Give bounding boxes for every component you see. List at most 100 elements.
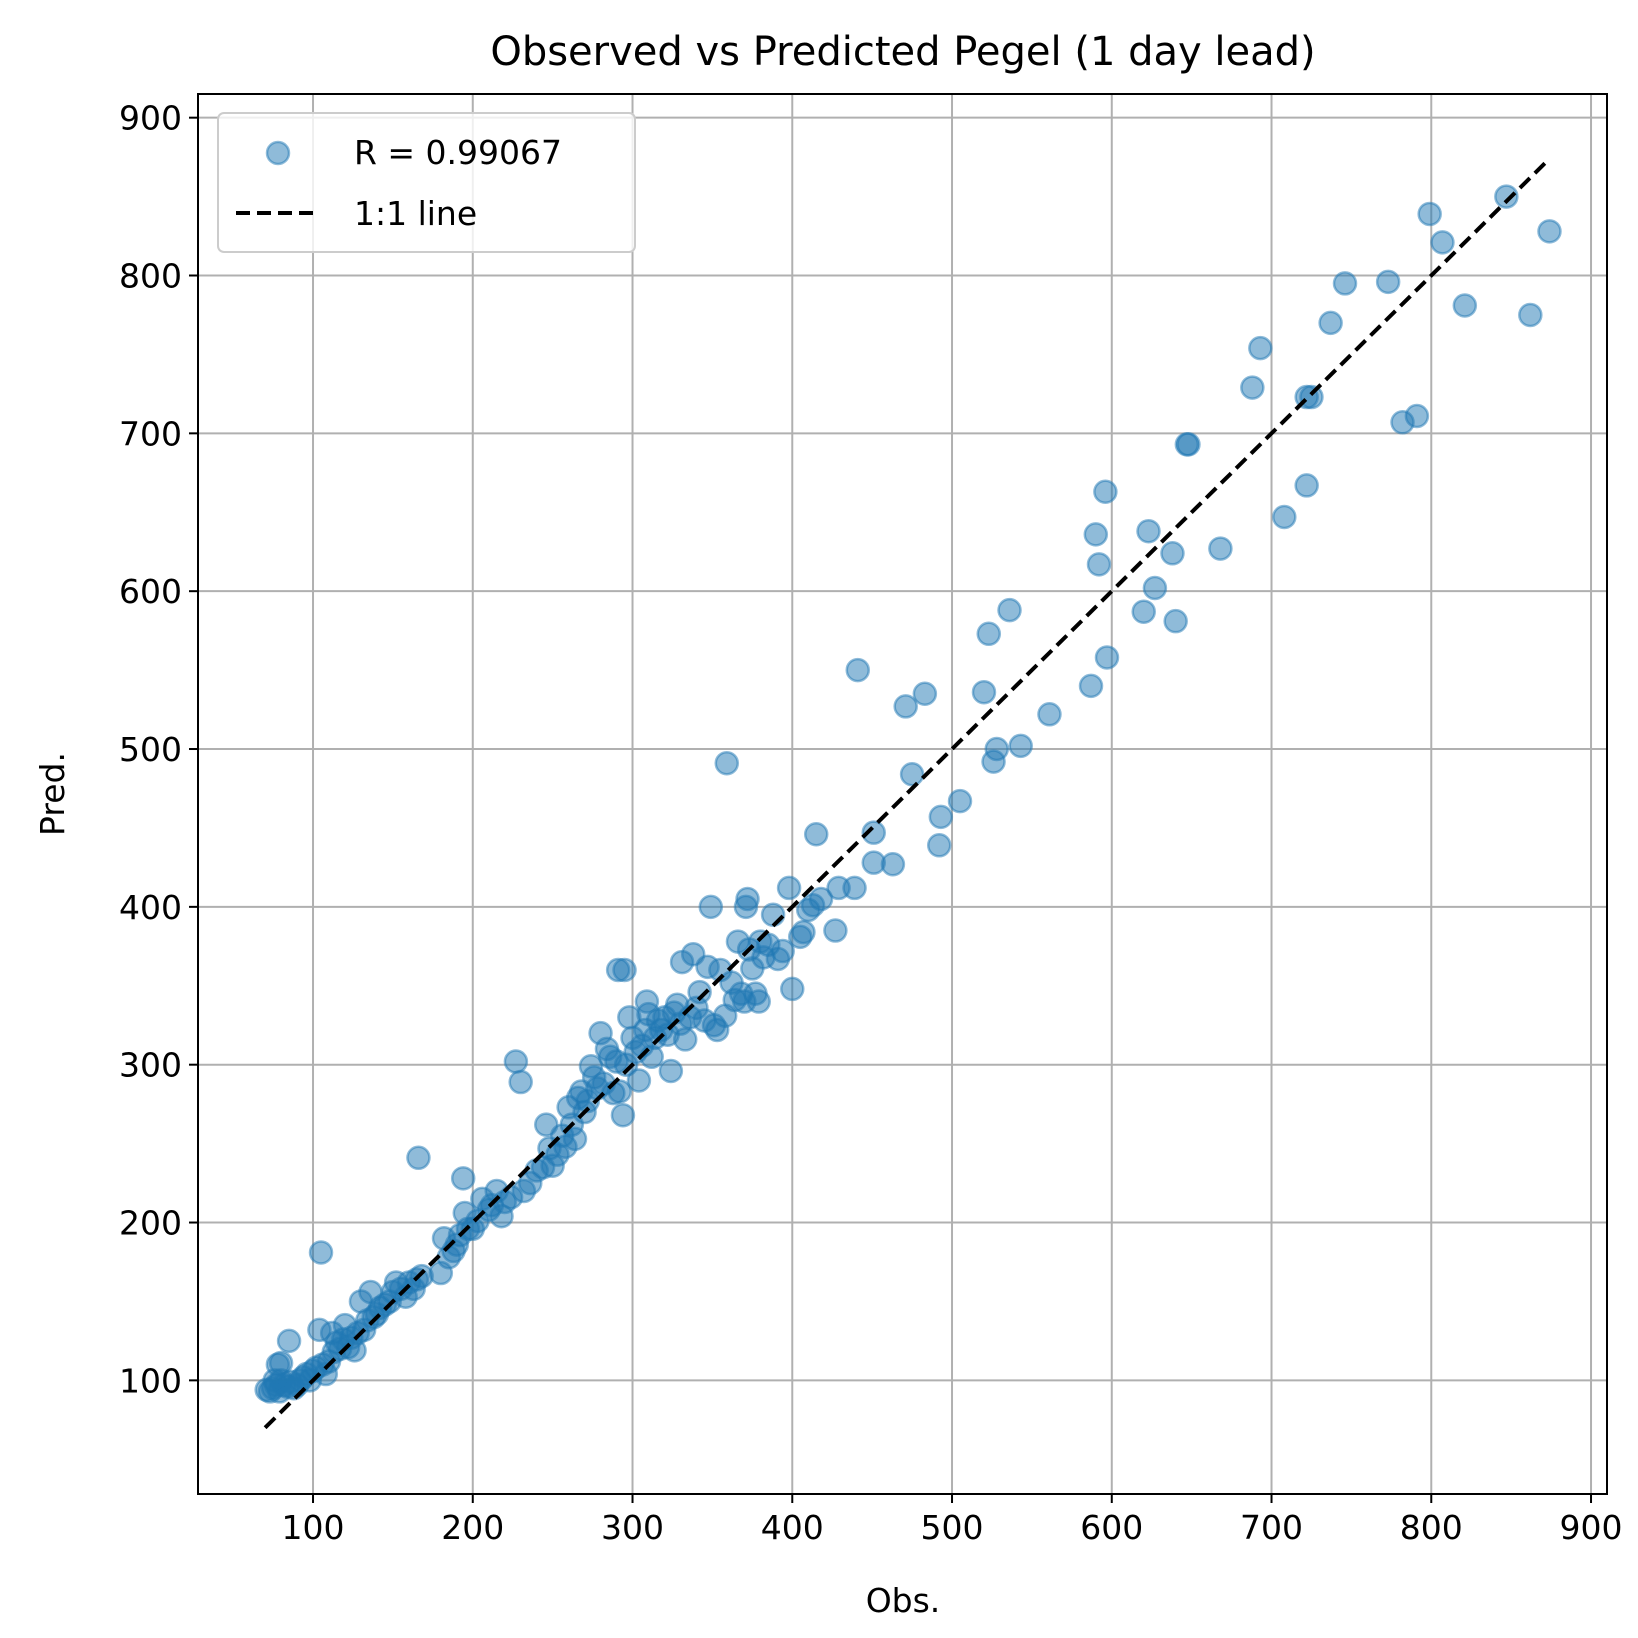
x-tick-label: 600 xyxy=(1080,1508,1143,1547)
legend-label-scatter: R = 0.99067 xyxy=(354,133,562,172)
data-point xyxy=(276,1328,302,1354)
data-point xyxy=(803,821,829,847)
x-tick-label: 900 xyxy=(1560,1508,1623,1547)
data-point xyxy=(1086,552,1112,577)
x-tick-label: 800 xyxy=(1400,1508,1463,1547)
data-point xyxy=(1375,269,1401,295)
data-point xyxy=(893,694,918,719)
data-point xyxy=(1518,302,1543,328)
data-point xyxy=(406,1145,431,1171)
x-tick-label: 400 xyxy=(761,1508,824,1547)
data-point xyxy=(1248,335,1273,361)
data-point xyxy=(450,1166,476,1191)
data-point xyxy=(1131,599,1156,624)
data-point xyxy=(503,1049,529,1074)
data-point xyxy=(658,1058,684,1084)
data-point xyxy=(912,681,938,707)
x-tick-label: 200 xyxy=(441,1508,504,1547)
legend: R = 0.99067 1:1 line xyxy=(217,112,636,253)
data-point xyxy=(308,1240,334,1265)
data-point xyxy=(1417,201,1442,227)
reference-line-group xyxy=(263,160,1548,1430)
data-point xyxy=(607,1079,632,1104)
data-point xyxy=(791,919,816,945)
data-point xyxy=(770,938,795,964)
chart-title: Observed vs Predicted Pegel (1 day lead) xyxy=(490,29,1315,75)
data-point xyxy=(562,1126,588,1152)
data-point xyxy=(845,657,871,683)
data-point xyxy=(861,820,886,845)
data-point xyxy=(1176,432,1201,457)
y-tick-label: 900 xyxy=(119,99,182,138)
one-to-one-line xyxy=(263,160,1548,1430)
data-point xyxy=(610,1102,636,1128)
y-tick-label: 100 xyxy=(119,1361,182,1400)
data-point xyxy=(1318,310,1343,336)
legend-label-line: 1:1 line xyxy=(354,194,477,233)
data-point xyxy=(976,621,1002,647)
data-point xyxy=(928,804,954,830)
data-point xyxy=(1537,219,1562,244)
x-axis-ticks: 100 200 300 400 500 600 700 800 900 xyxy=(282,1494,1623,1547)
data-point xyxy=(971,679,997,705)
data-point xyxy=(508,1069,533,1095)
x-axis-title: Obs. xyxy=(866,1581,941,1620)
data-point xyxy=(776,875,802,901)
data-point xyxy=(1008,733,1033,759)
legend-marker-scatter xyxy=(265,140,291,166)
data-point xyxy=(1093,479,1118,504)
y-tick-label: 800 xyxy=(119,257,182,296)
y-tick-label: 700 xyxy=(119,414,182,453)
data-point xyxy=(880,851,906,877)
x-tick-label: 300 xyxy=(601,1508,664,1547)
data-point xyxy=(1452,293,1478,318)
data-point xyxy=(746,989,771,1014)
data-point xyxy=(808,886,834,912)
data-point xyxy=(1078,673,1104,699)
data-point xyxy=(1494,184,1519,209)
data-point xyxy=(1163,608,1188,634)
y-tick-label: 500 xyxy=(119,730,182,769)
x-tick-label: 100 xyxy=(282,1508,345,1547)
y-tick-label: 400 xyxy=(119,888,182,927)
data-point xyxy=(780,976,805,1002)
data-point xyxy=(735,886,760,912)
data-point xyxy=(1240,375,1265,400)
data-point xyxy=(1294,473,1319,498)
data-point xyxy=(1272,504,1297,530)
data-point xyxy=(687,979,712,1005)
data-point xyxy=(842,875,867,901)
data-point xyxy=(997,597,1022,623)
y-tick-label: 600 xyxy=(119,572,182,611)
data-point xyxy=(1430,230,1455,255)
data-point xyxy=(672,1027,698,1052)
y-axis-ticks: 100 200 300 400 500 600 700 800 900 xyxy=(119,99,198,1400)
data-point xyxy=(1136,518,1161,544)
x-tick-label: 500 xyxy=(921,1508,984,1547)
y-tick-label: 300 xyxy=(119,1046,182,1085)
data-point xyxy=(1142,575,1168,601)
data-point xyxy=(1332,271,1358,296)
data-point xyxy=(698,894,724,920)
data-point xyxy=(626,1068,652,1093)
data-point xyxy=(899,762,925,787)
data-point xyxy=(1404,403,1430,429)
grid-lines xyxy=(198,94,1607,1494)
y-tick-label: 200 xyxy=(119,1204,182,1243)
data-point xyxy=(926,833,952,858)
data-point xyxy=(1160,541,1185,566)
legend-box xyxy=(217,112,636,253)
data-point xyxy=(1037,702,1062,727)
data-point xyxy=(714,750,740,776)
data-point xyxy=(984,736,1010,762)
data-point xyxy=(947,788,973,814)
y-axis-title: Pred. xyxy=(33,752,72,836)
data-point xyxy=(612,957,637,983)
x-tick-label: 700 xyxy=(1240,1508,1303,1547)
data-point xyxy=(1094,645,1120,670)
data-point xyxy=(760,902,786,927)
data-point xyxy=(1083,522,1109,547)
data-point xyxy=(1299,384,1324,410)
data-point xyxy=(823,918,848,943)
